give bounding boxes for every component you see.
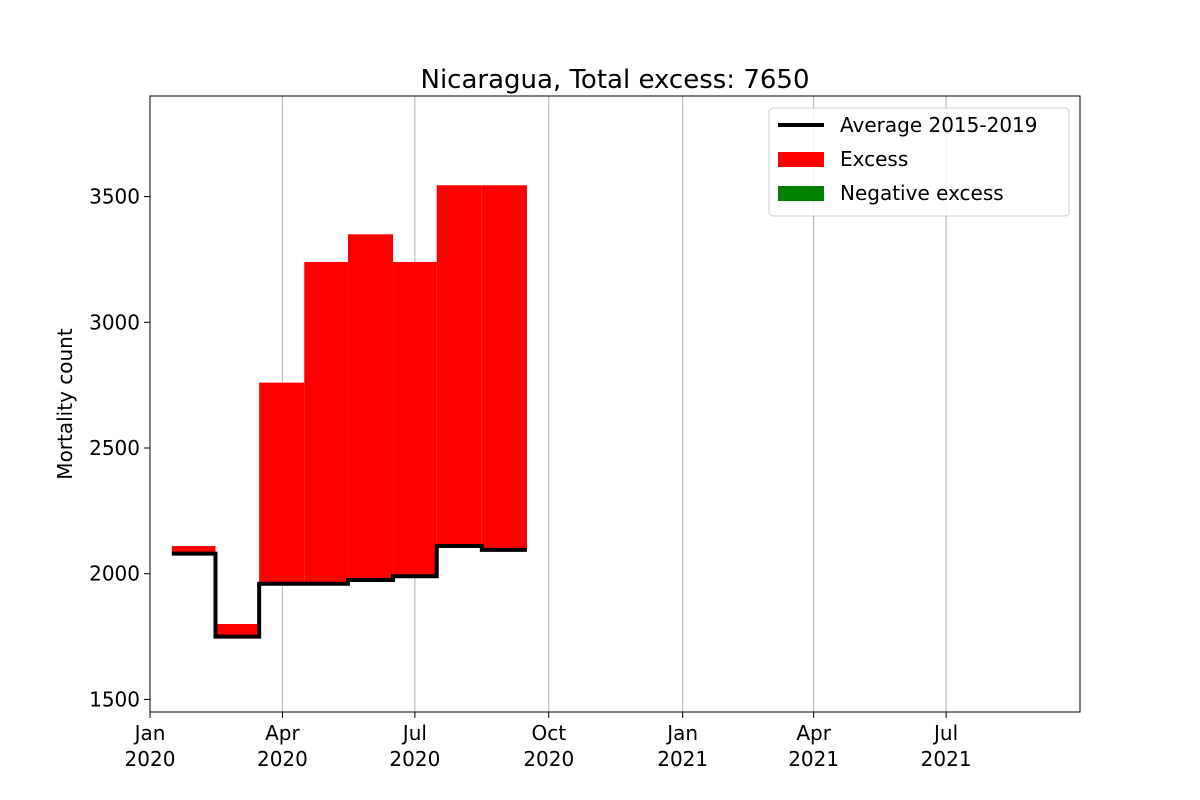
y-tick-label: 3000 — [89, 310, 140, 334]
excess-bar — [436, 185, 482, 547]
x-tick-label-month: Jul — [932, 721, 958, 745]
legend-label: Average 2015-2019 — [840, 113, 1038, 137]
excess-bar — [481, 185, 527, 550]
x-tick-label-year: 2020 — [125, 747, 176, 771]
x-tick-label-year: 2021 — [921, 747, 972, 771]
legend-label: Negative excess — [840, 181, 1004, 205]
excess-bar — [259, 382, 305, 584]
axis-ticks: Jan2020Apr2020Jul2020Oct2020Jan2021Apr20… — [89, 185, 971, 771]
legend-swatch-negative-excess — [778, 186, 824, 201]
x-tick-label-month: Apr — [265, 721, 300, 745]
excess-bars — [171, 185, 527, 637]
legend-swatch-excess — [778, 152, 824, 167]
plot-frame — [149, 95, 1081, 713]
x-tick-label-month: Jan — [665, 721, 698, 745]
y-tick-label: 2000 — [89, 562, 140, 586]
legend-box — [768, 107, 1070, 217]
x-tick-label-month: Jul — [401, 721, 427, 745]
baseline-line-group — [171, 544, 527, 639]
baseline-line — [171, 544, 527, 639]
y-tick-label: 1500 — [89, 687, 140, 711]
x-tick-label-year: 2020 — [389, 747, 440, 771]
y-axis-label: Mortality count — [53, 328, 77, 480]
excess-bar — [215, 624, 260, 637]
excess-bar — [304, 261, 348, 584]
excess-bar — [393, 261, 437, 577]
y-tick-label: 2500 — [89, 436, 140, 460]
chart-title: Nicaragua, Total excess: 7650 — [421, 65, 810, 95]
x-tick-label-year: 2020 — [257, 747, 308, 771]
legend-label: Excess — [840, 147, 908, 171]
x-tick-label-month: Oct — [531, 721, 566, 745]
x-tick-label-year: 2021 — [657, 747, 708, 771]
x-tick-label-month: Jan — [133, 721, 166, 745]
legend: Average 2015-2019 Excess Negative excess — [768, 107, 1070, 217]
excess-bar — [171, 546, 216, 554]
x-tick-label-month: Apr — [796, 721, 831, 745]
x-tick-label-year: 2021 — [788, 747, 839, 771]
excess-bar — [347, 234, 394, 581]
x-tick-label-year: 2020 — [523, 747, 574, 771]
y-tick-label: 3500 — [89, 185, 140, 209]
